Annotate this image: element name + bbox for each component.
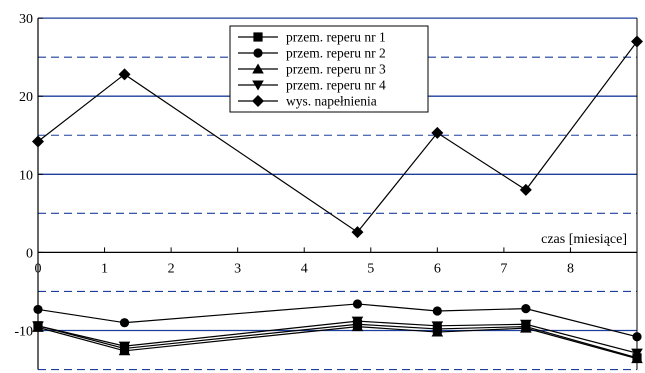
legend-label: wys. napełnienia	[286, 94, 377, 109]
data-point	[351, 316, 364, 327]
legend-entry: przem. reperu nr 4	[238, 78, 386, 93]
data-point	[32, 135, 44, 148]
legend-label: przem. reperu nr 4	[286, 78, 386, 93]
series-5	[32, 35, 643, 239]
series-line	[37, 325, 638, 360]
data-point	[118, 341, 131, 352]
legend-label: przem. reperu nr 2	[286, 46, 386, 61]
data-point	[119, 318, 130, 328]
data-point	[431, 126, 444, 139]
y-tick-label: -10	[14, 325, 33, 340]
series-4	[32, 316, 643, 359]
data-point	[520, 319, 532, 330]
data-point	[351, 226, 364, 239]
tick-labels: 0 1 2 3 4 5 6 7 8 30 20 10 0 -10	[14, 12, 574, 339]
y-tick-label: 30	[19, 12, 33, 27]
series-line	[37, 323, 638, 359]
data-point	[521, 304, 531, 314]
legend-label: przem. reperu nr 3	[286, 62, 386, 77]
series-2	[33, 299, 642, 342]
x-tick-label: 5	[367, 261, 374, 276]
series-line	[37, 320, 638, 354]
x-tick-label: 8	[567, 261, 574, 276]
x-tick-label: 0	[35, 261, 42, 276]
legend-entry: przem. reperu nr 1	[238, 30, 386, 45]
x-tick-label: 4	[301, 261, 308, 276]
legend-marker	[252, 80, 264, 91]
legend-marker	[252, 95, 264, 107]
series-line	[37, 303, 638, 338]
x-tick-label: 1	[101, 261, 108, 276]
data-point	[32, 321, 44, 332]
x-tick-label: 7	[500, 261, 507, 276]
y-tick-label: 10	[19, 168, 33, 183]
data-point	[431, 321, 444, 332]
data-point	[118, 68, 131, 81]
axes	[37, 17, 638, 370]
x-tick-label: 2	[168, 261, 175, 276]
data-point	[519, 183, 532, 196]
legend-entry: przem. reperu nr 3	[238, 62, 386, 77]
data-point	[352, 299, 363, 309]
data-point	[631, 348, 643, 359]
y-tick-label: 0	[26, 246, 33, 261]
data-point	[432, 306, 442, 316]
x-tick-label: 6	[434, 261, 441, 276]
legend-label: przem. reperu nr 1	[286, 30, 386, 45]
legend-marker	[253, 48, 263, 58]
series-line	[37, 41, 638, 233]
data-point	[632, 332, 642, 342]
legend-entry: przem. reperu nr 2	[238, 46, 386, 61]
y-tick-label: 20	[19, 90, 33, 105]
legend-marker	[252, 63, 264, 74]
x-axis-label: czas [miesiące]	[541, 232, 627, 247]
data-point	[631, 35, 643, 48]
legend-marker	[253, 32, 263, 42]
data-point	[431, 326, 444, 337]
series-group	[32, 35, 643, 364]
legend-entry: wys. napełnienia	[238, 94, 377, 109]
data-point	[33, 304, 43, 315]
x-tick-label: 3	[234, 261, 241, 276]
